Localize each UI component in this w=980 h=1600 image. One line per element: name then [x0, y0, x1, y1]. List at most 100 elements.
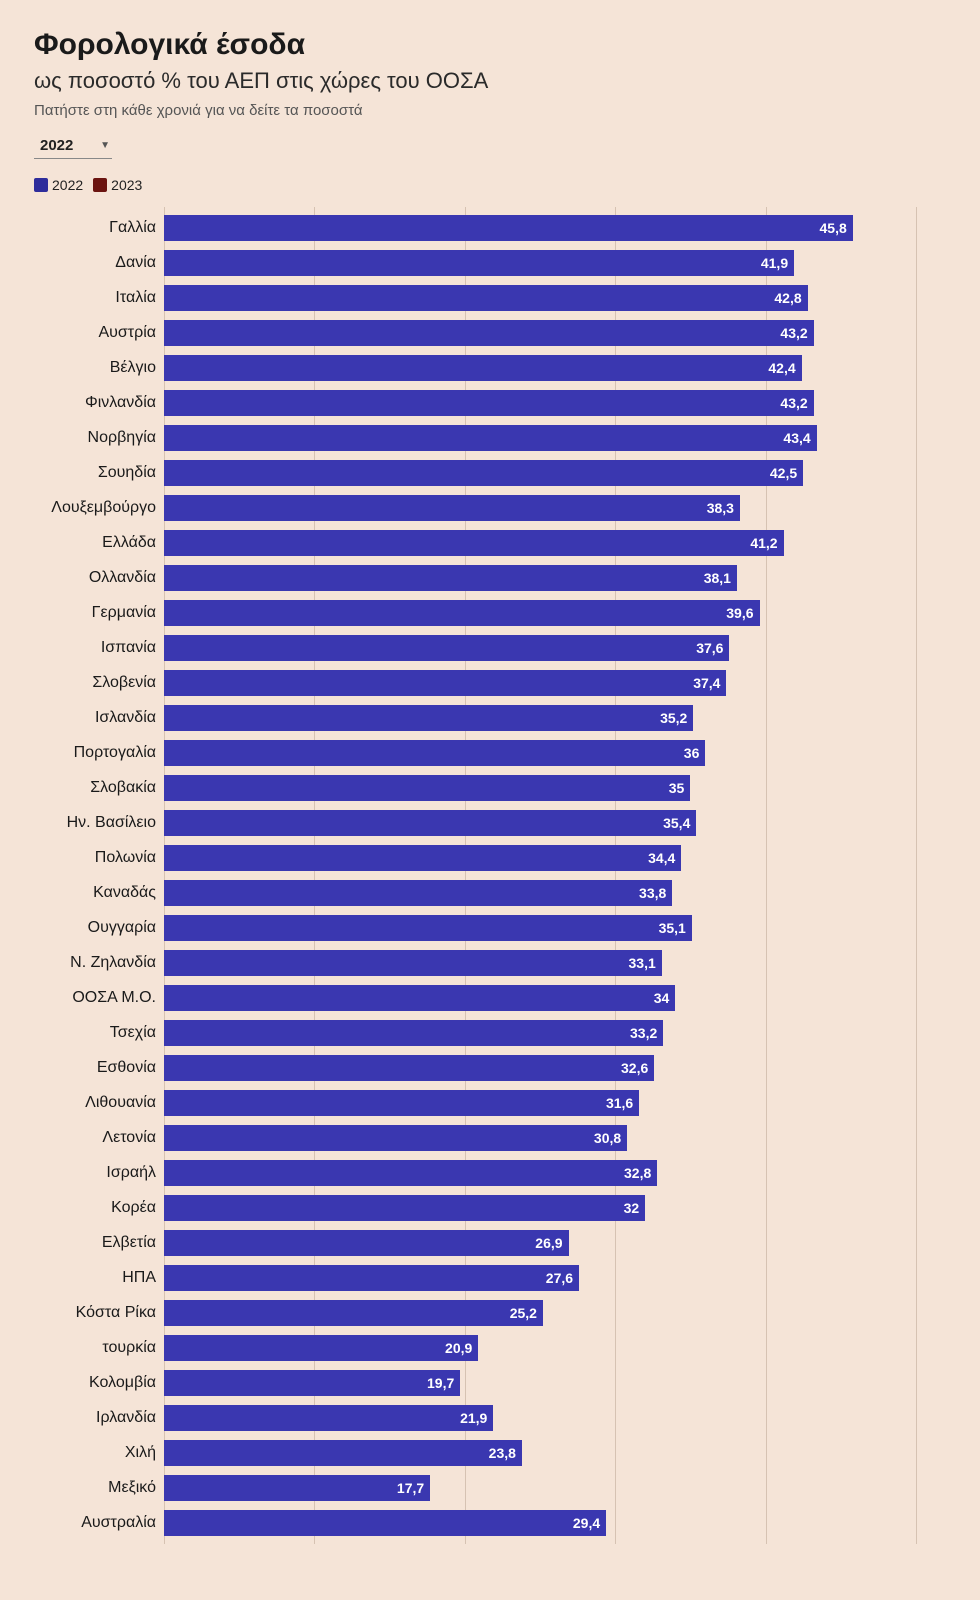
- bar-label: Βέλγιο: [110, 359, 156, 377]
- chart-title: Φορολογικά έσοδα: [34, 28, 946, 62]
- bar-label: Δανία: [115, 254, 156, 272]
- bar-row: Σουηδία42,5: [164, 456, 946, 490]
- bar[interactable]: 42,4: [164, 355, 802, 381]
- bar-row: Σλοβενία37,4: [164, 666, 946, 700]
- bar[interactable]: 27,6: [164, 1265, 579, 1291]
- legend-item[interactable]: 2023: [93, 177, 142, 193]
- bar-value: 35,1: [659, 920, 686, 936]
- bar-value: 32,8: [624, 1165, 651, 1181]
- bar-row: Λουξεμβούργο38,3: [164, 491, 946, 525]
- bar[interactable]: 43,2: [164, 320, 814, 346]
- legend-label: 2023: [111, 177, 142, 193]
- bar[interactable]: 17,7: [164, 1475, 430, 1501]
- bar-value: 26,9: [535, 1235, 562, 1251]
- bar-row: Ν. Ζηλανδία33,1: [164, 946, 946, 980]
- bar-row: Ολλανδία38,1: [164, 561, 946, 595]
- bar-label: ΗΠΑ: [122, 1269, 156, 1287]
- bar-value: 43,2: [780, 325, 807, 341]
- bar[interactable]: 25,2: [164, 1300, 543, 1326]
- bar[interactable]: 43,2: [164, 390, 814, 416]
- bar-value: 34,4: [648, 850, 675, 866]
- bar-label: Κόστα Ρίκα: [76, 1304, 156, 1322]
- bar[interactable]: 41,2: [164, 530, 784, 556]
- bar-row: Ιρλανδία21,9: [164, 1401, 946, 1435]
- bar-value: 34: [654, 990, 670, 1006]
- bar[interactable]: 34: [164, 985, 675, 1011]
- legend: 2022 2023: [34, 177, 946, 193]
- bar-label: Ισλανδία: [95, 709, 156, 727]
- bar[interactable]: 33,2: [164, 1020, 663, 1046]
- bar-value: 38,1: [704, 570, 731, 586]
- bar-value: 41,2: [750, 535, 777, 551]
- bar[interactable]: 21,9: [164, 1405, 493, 1431]
- bar[interactable]: 31,6: [164, 1090, 639, 1116]
- bar-value: 31,6: [606, 1095, 633, 1111]
- bar[interactable]: 35,2: [164, 705, 693, 731]
- bar-label: Ν. Ζηλανδία: [70, 954, 156, 972]
- bar[interactable]: 36: [164, 740, 705, 766]
- bar[interactable]: 35,1: [164, 915, 692, 941]
- bar-label: Πορτογαλία: [74, 744, 156, 762]
- bar[interactable]: 42,5: [164, 460, 803, 486]
- bar-label: Σλοβακία: [90, 779, 156, 797]
- bar[interactable]: 33,1: [164, 950, 662, 976]
- bar-value: 23,8: [489, 1445, 516, 1461]
- bar[interactable]: 39,6: [164, 600, 760, 626]
- bar[interactable]: 43,4: [164, 425, 817, 451]
- bar-value: 41,9: [761, 255, 788, 271]
- bar[interactable]: 35: [164, 775, 690, 801]
- bar-row: τουρκία20,9: [164, 1331, 946, 1365]
- bar[interactable]: 45,8: [164, 215, 853, 241]
- bar-row: Λετονία30,8: [164, 1121, 946, 1155]
- bar-label: Σουηδία: [98, 464, 156, 482]
- bar-label: Ολλανδία: [89, 569, 156, 587]
- bar[interactable]: 29,4: [164, 1510, 606, 1536]
- bar-value: 35: [669, 780, 685, 796]
- bar[interactable]: 42,8: [164, 285, 808, 311]
- bar-value: 35,4: [663, 815, 690, 831]
- bar-label: Γερμανία: [92, 604, 156, 622]
- bar-row: Σλοβακία35: [164, 771, 946, 805]
- bar-value: 37,4: [693, 675, 720, 691]
- bar[interactable]: 35,4: [164, 810, 696, 836]
- year-dropdown[interactable]: 2022 ▼: [34, 133, 112, 159]
- bar[interactable]: 32,6: [164, 1055, 654, 1081]
- bar-label: Μεξικό: [108, 1479, 156, 1497]
- bar-label: Πολωνία: [95, 849, 156, 867]
- bar[interactable]: 37,6: [164, 635, 729, 661]
- bar-row: Ελβετία26,9: [164, 1226, 946, 1260]
- bar-row: Δανία41,9: [164, 246, 946, 280]
- bar-row: Ισπανία37,6: [164, 631, 946, 665]
- bar-row: Φινλανδία43,2: [164, 386, 946, 420]
- bar-value: 43,4: [783, 430, 810, 446]
- bar-row: Αυστραλία29,4: [164, 1506, 946, 1540]
- bar[interactable]: 38,1: [164, 565, 737, 591]
- bar[interactable]: 34,4: [164, 845, 681, 871]
- bar-row: ΟΟΣΑ Μ.Ο.34: [164, 981, 946, 1015]
- bar[interactable]: 23,8: [164, 1440, 522, 1466]
- bar-label: Νορβηγία: [88, 429, 156, 447]
- bar[interactable]: 19,7: [164, 1370, 460, 1396]
- bar[interactable]: 30,8: [164, 1125, 627, 1151]
- bar-value: 36: [684, 745, 700, 761]
- bar-row: Εσθονία32,6: [164, 1051, 946, 1085]
- bar-row: Κόστα Ρίκα25,2: [164, 1296, 946, 1330]
- bar[interactable]: 41,9: [164, 250, 794, 276]
- bar[interactable]: 20,9: [164, 1335, 478, 1361]
- bar-label: Εσθονία: [97, 1059, 156, 1077]
- bar-value: 29,4: [573, 1515, 600, 1531]
- legend-item[interactable]: 2022: [34, 177, 83, 193]
- bar-label: Λουξεμβούργο: [51, 499, 156, 517]
- bar-value: 42,4: [768, 360, 795, 376]
- bar[interactable]: 32: [164, 1195, 645, 1221]
- bar-value: 38,3: [707, 500, 734, 516]
- bar-value: 17,7: [397, 1480, 424, 1496]
- bar[interactable]: 38,3: [164, 495, 740, 521]
- bar[interactable]: 33,8: [164, 880, 672, 906]
- bar[interactable]: 26,9: [164, 1230, 569, 1256]
- bar[interactable]: 37,4: [164, 670, 726, 696]
- bar-value: 19,7: [427, 1375, 454, 1391]
- bar-row: Μεξικό17,7: [164, 1471, 946, 1505]
- legend-swatch: [93, 178, 107, 192]
- bar[interactable]: 32,8: [164, 1160, 657, 1186]
